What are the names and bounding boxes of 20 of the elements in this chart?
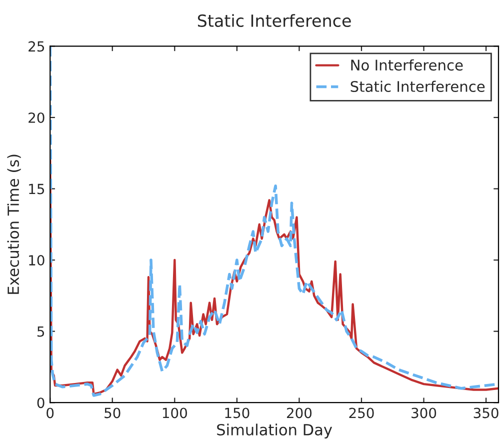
legend-label: Static Interference <box>350 80 485 92</box>
y-tick-label: 0 <box>37 398 44 408</box>
x-tick-label: 200 <box>286 408 312 418</box>
x-tick-label: 300 <box>412 408 436 418</box>
legend-label: No Interference <box>351 59 463 71</box>
y-tick-label: 5 <box>37 326 44 337</box>
chart-title: Static Interference <box>198 14 351 27</box>
y-tick-label: 25 <box>28 41 44 52</box>
x-tick-label: 0 <box>46 408 54 418</box>
y-tick-label: 20 <box>28 112 44 123</box>
y-tick-label: 10 <box>29 255 44 266</box>
y-tick-label: 15 <box>29 184 44 194</box>
x-tick-label: 250 <box>349 408 374 418</box>
x-tick-label: 350 <box>474 408 498 418</box>
x-tick-label: 150 <box>225 408 250 418</box>
y-axis-title: Execution Time (s) <box>7 154 21 294</box>
x-axis-title: Simulation Day <box>217 424 332 438</box>
line-series <box>50 159 498 396</box>
x-tick-label: 100 <box>162 408 187 418</box>
x-tick-label: 50 <box>104 408 120 418</box>
